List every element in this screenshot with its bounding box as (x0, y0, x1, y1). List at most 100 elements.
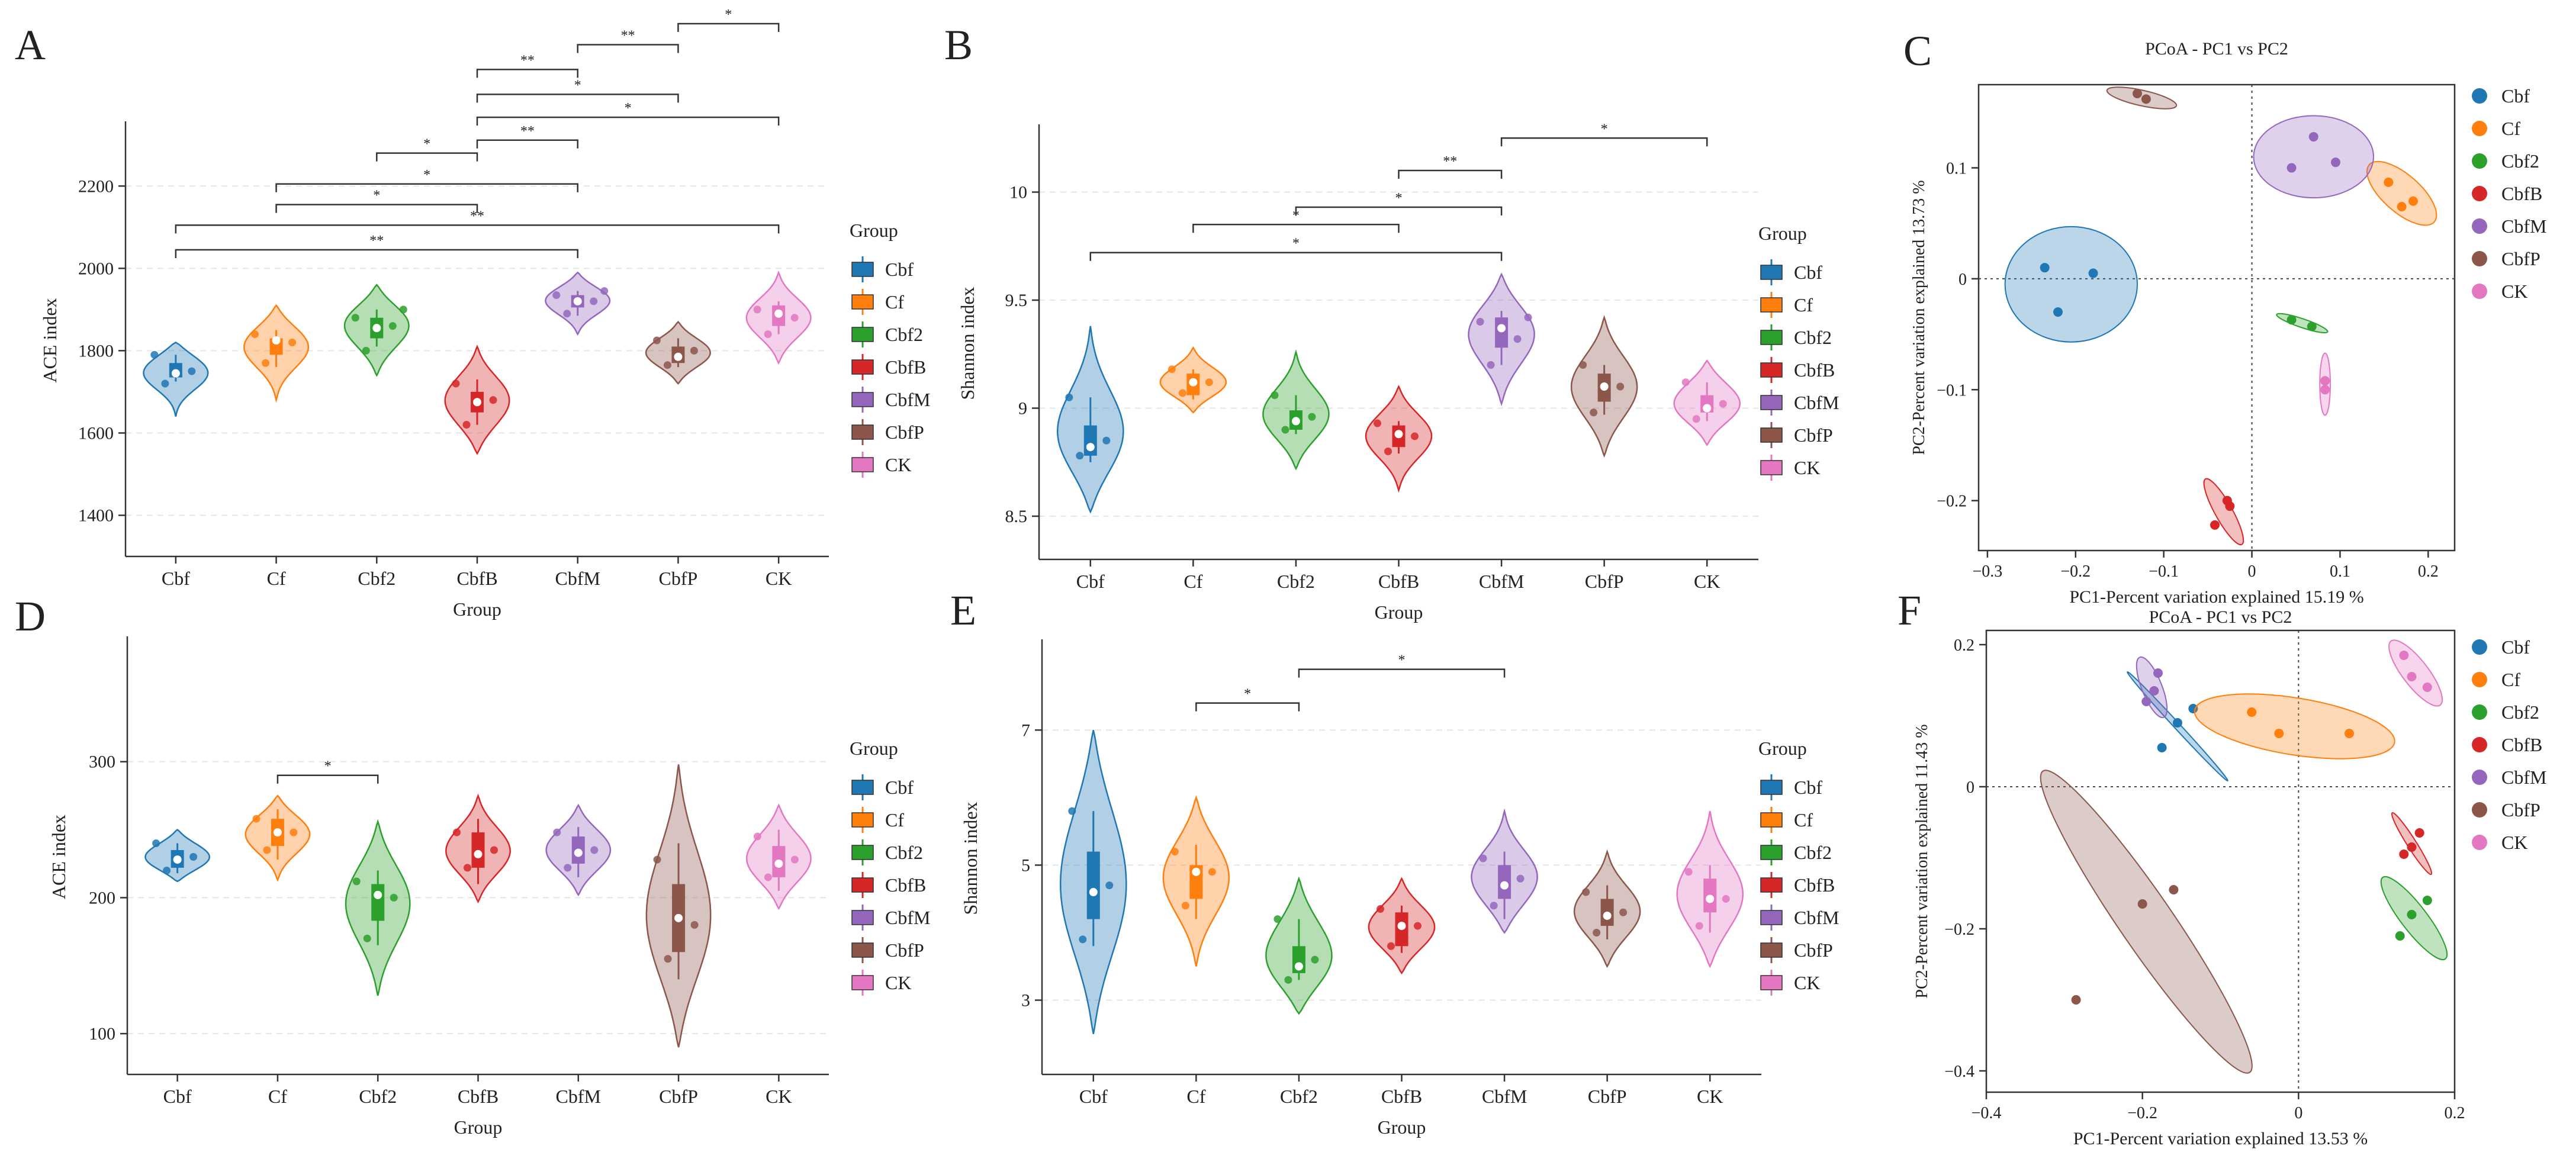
x-tick-label-cbf: Cbf (1079, 1086, 1108, 1107)
data-point-cbf (163, 866, 171, 874)
significance-bracket: * (1089, 236, 1503, 261)
x-tick-label-cf: Cf (267, 568, 286, 589)
x-tick-label-cbf: Cbf (162, 568, 190, 589)
legend-key-cbf2 (851, 845, 874, 860)
significance-label: ** (621, 28, 635, 43)
x-tick-label-cbf2: Cbf2 (1277, 571, 1315, 592)
data-point-cbfb (2407, 842, 2417, 852)
panel-letter-b: B (944, 21, 973, 69)
data-point-cf (290, 828, 298, 836)
significance-label: ** (369, 233, 384, 249)
y-axis-title: PC2-Percent variation explained 11.43 % (1913, 724, 1931, 998)
legend-key-cbfb (851, 359, 874, 375)
legend-key-cf (2472, 672, 2487, 687)
bracket-line (476, 94, 679, 103)
significance-label: * (324, 759, 332, 774)
data-point-cbfm (600, 287, 609, 295)
legend-key-cbf2 (2472, 704, 2487, 720)
legend-key-cf (2472, 121, 2487, 136)
legend-label-cbf: Cbf (1794, 777, 1822, 798)
data-point-ck (753, 832, 761, 841)
bracket-line (175, 249, 578, 259)
ellipse-cbfm (2253, 115, 2375, 199)
data-point-cbfb (2210, 520, 2220, 530)
data-point-cbf (2188, 704, 2198, 713)
series-cbfp (2106, 86, 2178, 110)
violin-group-ck (745, 803, 812, 910)
data-point-cbf2 (2307, 321, 2317, 332)
box-cbfm (1495, 317, 1509, 348)
data-point-cbfm (1516, 874, 1525, 883)
legend-label-cbfm: CbfM (1794, 907, 1839, 928)
plot-frame (1985, 629, 2456, 1093)
data-point-cbf2 (2395, 931, 2405, 941)
legend-label-ck: CK (1794, 457, 1820, 478)
legend-key-cbf (851, 780, 874, 795)
violin-group-ck (1673, 359, 1741, 446)
mean-marker-cbfp (674, 913, 683, 922)
data-point-cbfb (1414, 922, 1422, 930)
data-point-cbfm (2141, 697, 2152, 706)
data-point-cf (1181, 902, 1189, 910)
mean-marker-cbf2 (372, 324, 381, 333)
series-ck (2388, 639, 2443, 707)
y-tick-label: −0.2 (1944, 921, 1974, 939)
data-point-cbfp (2169, 885, 2179, 894)
x-tick-label: −0.2 (2127, 1104, 2157, 1122)
legend-key-ck (851, 975, 874, 990)
legend-label-cbfm: CbfM (2501, 767, 2546, 788)
bracket-line (275, 204, 478, 213)
x-tick-label-cbfp: CbfP (1588, 1086, 1627, 1107)
y-tick-label: 9.5 (1005, 291, 1028, 310)
chart-title: PCoA - PC1 vs PC2 (2149, 607, 2292, 627)
x-tick-label: −0.4 (1972, 1104, 2002, 1122)
x-axis-title: PC1-Percent variation explained 15.19 % (2069, 587, 2363, 607)
x-tick-label-cbf2: Cbf2 (359, 1086, 397, 1107)
legend-label-cbfm: CbfM (885, 907, 930, 928)
x-tick-label: −0.3 (1972, 562, 2002, 581)
significance-bracket: ** (476, 53, 578, 78)
data-point-cbfp (1593, 928, 1601, 936)
x-tick-label-ck: CK (766, 568, 792, 589)
x-tick-label-cbf2: Cbf2 (1280, 1086, 1318, 1107)
data-point-cbf (2040, 263, 2050, 273)
mean-marker-cbfp (1603, 911, 1612, 920)
data-point-cf (1170, 848, 1179, 856)
legend-label-cf: Cf (885, 291, 904, 313)
legend-label-cbf2: Cbf2 (2501, 150, 2539, 172)
data-point-cbfm (552, 291, 561, 300)
data-point-cbfb (452, 379, 460, 388)
x-tick-label: 0.1 (2330, 562, 2350, 581)
data-point-ck (1719, 400, 1727, 408)
data-point-cbfm (2286, 163, 2297, 173)
mean-marker-cf (272, 336, 281, 345)
x-tick-label-cbfb: CbfB (1378, 571, 1419, 592)
data-point-ck (1695, 922, 1703, 930)
significance-bracket: * (677, 7, 780, 32)
data-point-cbf (1076, 452, 1084, 460)
bracket-line (476, 69, 578, 78)
y-tick-label: 100 (89, 1024, 115, 1044)
bracket-line (276, 774, 379, 784)
data-point-ck (2422, 683, 2432, 692)
panel-letters: A B C D E F (15, 21, 1932, 640)
data-point-ck (2320, 376, 2330, 386)
data-point-ck (764, 330, 772, 339)
significance-label: * (1601, 121, 1608, 137)
y-tick-label: 0 (1966, 778, 1974, 797)
data-point-cf (2384, 177, 2394, 187)
legend-label-ck: CK (885, 972, 911, 993)
legend-label-ck: CK (885, 454, 911, 475)
x-axis-title: Group (1375, 601, 1423, 623)
y-axis-title: Shannon index (960, 802, 981, 915)
violin-group-cf (243, 304, 310, 403)
mean-marker-cf (1192, 867, 1201, 876)
x-tick-label-cf: Cf (1186, 1086, 1205, 1107)
chart-panel-b: 8.5 9 9.5 10 Cbf Cf Cbf2 CbfB CbfM CbfP CK Group Sha… (957, 121, 1839, 623)
data-point-cbf (2157, 743, 2167, 752)
bracket-line (1295, 206, 1503, 216)
legend-key-cbfb (2472, 737, 2487, 752)
mean-marker-cbfm (574, 848, 583, 857)
series-cbf (2127, 671, 2228, 781)
data-point-ck (764, 873, 772, 881)
